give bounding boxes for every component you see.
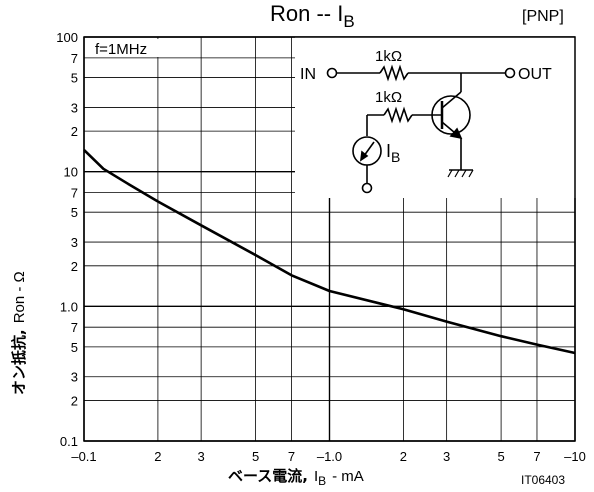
x-tick-label: 7 — [533, 449, 540, 464]
x-tick-labels: –0.1 2 3 5 7 –1.0 2 3 5 7 –10 — [71, 449, 586, 464]
y-tick-label: 0.1 — [60, 434, 78, 449]
r2-label: 1kΩ — [375, 89, 402, 106]
y-tick-label: 3 — [71, 235, 78, 250]
series-layer — [83, 148, 576, 355]
chart-title: Ron -- IB — [270, 1, 355, 31]
y-tick-label: 100 — [56, 30, 78, 45]
x-tick-label: 3 — [198, 449, 205, 464]
x-tick-label: –1.0 — [317, 449, 342, 464]
resistor-r1 — [379, 64, 409, 82]
y-tick-label: 7 — [71, 51, 78, 66]
circuit-mask — [295, 37, 578, 198]
emitter-arrow — [449, 127, 463, 140]
ron-curve — [83, 148, 576, 355]
source-label: IB — [386, 141, 400, 165]
y-tick-label: 2 — [71, 259, 78, 274]
circuit-diagram: IN OUT 1kΩ 1kΩ IB — [300, 48, 552, 194]
y-tick-labels: 0.1 2 3 5 7 1.0 2 3 5 7 10 2 3 5 7 100 — [56, 30, 78, 449]
source-terminal — [361, 182, 373, 194]
y-tick-label: 3 — [71, 370, 78, 385]
x-tick-label: 5 — [497, 449, 504, 464]
x-axis-title: ベース電流, IB - mA — [228, 467, 364, 488]
frequency-annotation: f=1MHz — [95, 41, 147, 58]
out-terminal — [504, 67, 516, 79]
y-tick-label: 5 — [71, 340, 78, 355]
x-tick-label: 5 — [252, 449, 259, 464]
annotation-mask — [92, 39, 172, 57]
x-tick-label: 7 — [288, 449, 295, 464]
x-tick-label: 2 — [400, 449, 407, 464]
y-tick-label: 5 — [71, 71, 78, 86]
r1-label: 1kΩ — [375, 48, 402, 65]
out-label: OUT — [518, 66, 552, 83]
in-label: IN — [300, 66, 316, 83]
x-tick-label: –10 — [564, 449, 586, 464]
y-tick-label: 2 — [71, 124, 78, 139]
chart-badge: [PNP] — [522, 8, 564, 25]
in-terminal — [326, 67, 338, 79]
y-tick-label: 10 — [64, 165, 78, 180]
plot-frame — [83, 36, 576, 442]
y-tick-label: 7 — [71, 186, 78, 201]
y-tick-label: 3 — [71, 100, 78, 115]
x-tick-label: 3 — [443, 449, 450, 464]
y-tick-label: 5 — [71, 205, 78, 220]
y-axis-title: オン抵抗,Ron - Ω — [10, 271, 28, 395]
y-tick-label: 7 — [71, 320, 78, 335]
x-tick-label: –0.1 — [71, 449, 96, 464]
x-tick-label: 2 — [154, 449, 161, 464]
figure-code: IT06403 — [521, 473, 565, 487]
resistor-r2 — [383, 106, 413, 124]
y-tick-label: 2 — [71, 393, 78, 408]
y-tick-label: 1.0 — [60, 299, 78, 314]
